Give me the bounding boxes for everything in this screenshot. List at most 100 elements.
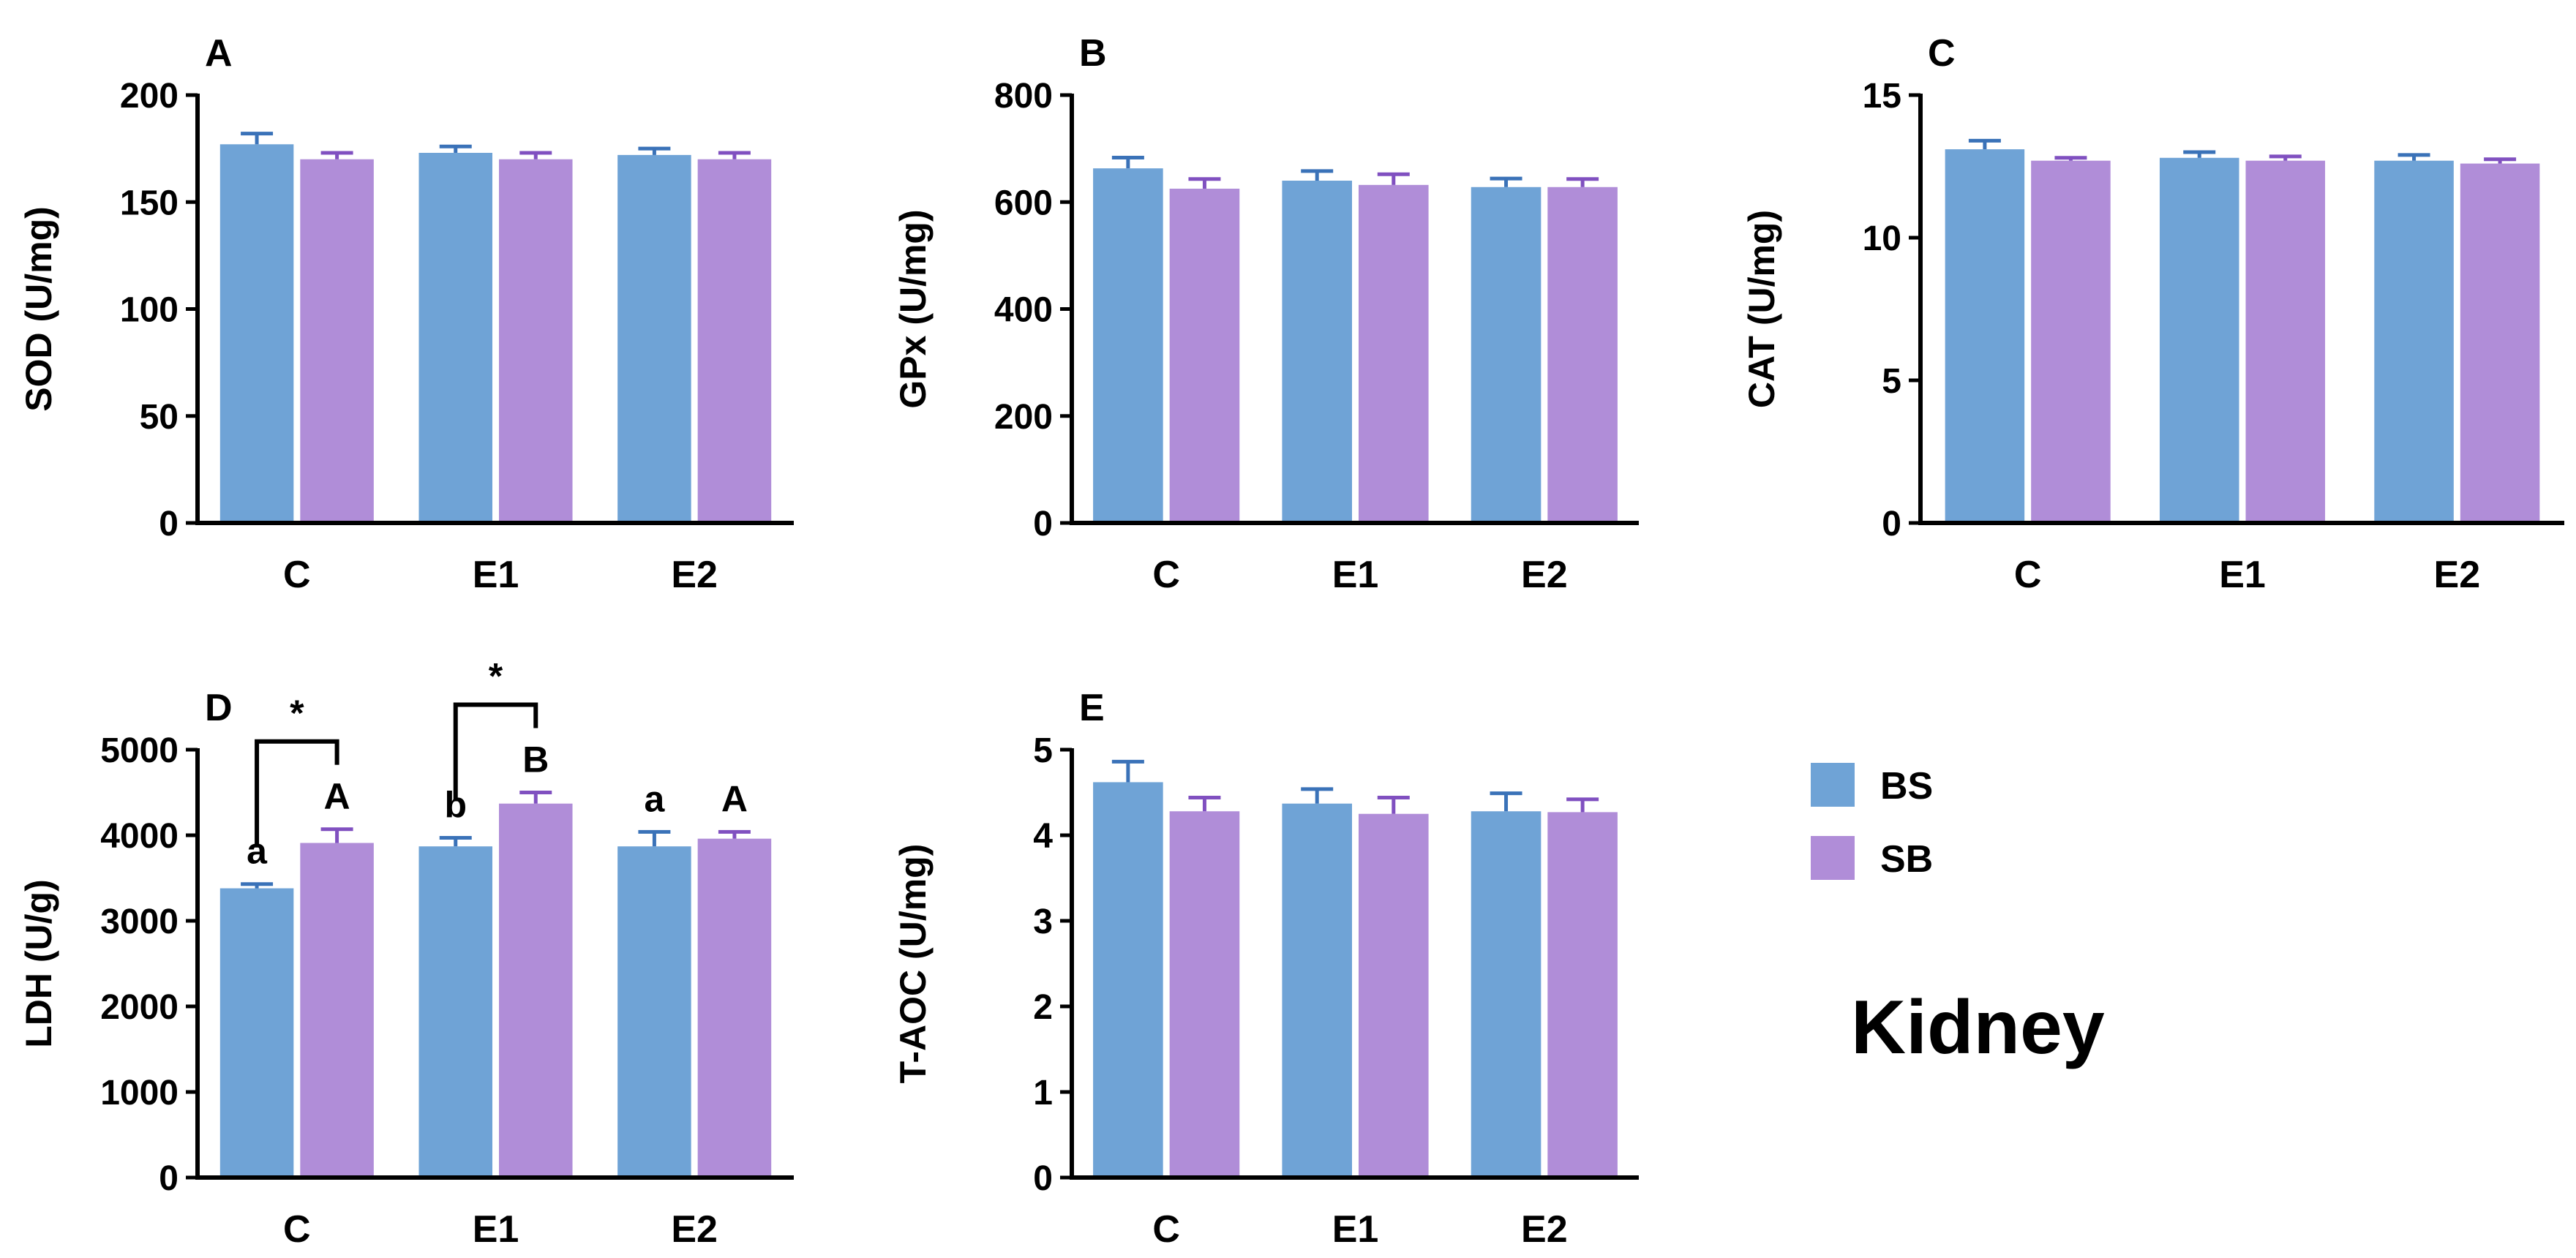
legend-label-sb: SB (1880, 838, 1933, 881)
bar-e-e1-bs (1282, 803, 1352, 1178)
chart-panel-c: C CAT (U/mg) 0 5 10 15 C E1 E2 (1741, 32, 2564, 596)
y-tick-label-b-2: 400 (994, 291, 1053, 330)
bar-b-e2-sb (1547, 187, 1618, 523)
x-tick-label-a-0: C (283, 554, 311, 596)
letter-d-c-sb: A (324, 776, 350, 817)
legend-swatch-bs (1811, 763, 1855, 807)
bar-e-c-bs (1093, 782, 1163, 1178)
bar-e-e2-sb (1547, 812, 1618, 1178)
y-tick-label-c-0: 0 (1882, 505, 1901, 543)
x-tick-label-a-2: E2 (671, 554, 718, 596)
bar-d-c-bs (219, 888, 294, 1178)
y-tick-label-d-1: 1000 (100, 1074, 179, 1112)
x-tick-label-d-2: E2 (671, 1208, 718, 1251)
bar-d-e2-sb (697, 838, 772, 1178)
y-tick-label-c-1: 5 (1882, 362, 1901, 401)
chart-panel-a: A SOD (U/mg) 0 50 100 150 200 C E1 E2 (18, 32, 794, 596)
bar-c-c-bs (1945, 149, 2025, 523)
x-tick-label-b-1: E1 (1332, 554, 1379, 596)
y-tick-label-b-4: 800 (994, 77, 1053, 116)
bar-a-c-bs (219, 144, 294, 523)
bar-b-e1-bs (1282, 181, 1352, 523)
bar-d-e1-bs (418, 846, 492, 1178)
chart-panel-b: B GPx (U/mg) 0 200 400 600 800 C E1 E2 (893, 32, 1639, 596)
y-axis-label-b: GPx (U/mg) (893, 209, 934, 408)
bar-d-e2-bs (617, 846, 691, 1178)
y-tick-label-a-4: 200 (120, 77, 179, 116)
significance-star-d-1: * (489, 656, 503, 697)
bar-e-c-sb (1169, 811, 1240, 1178)
y-tick-label-c-2: 10 (1863, 219, 1901, 258)
bar-c-e1-sb (2245, 160, 2326, 523)
significance-bracket-d-0 (255, 739, 339, 848)
y-tick-label-d-3: 3000 (100, 903, 179, 941)
panel-label-e: E (1079, 687, 1105, 729)
bar-b-c-bs (1093, 168, 1163, 523)
letter-d-e1-sb: B (522, 739, 549, 780)
bar-c-c-sb (2031, 160, 2111, 523)
significance-star-d-0: * (290, 693, 304, 734)
significance-bracket-d-1 (453, 702, 538, 802)
y-axis-label-c: CAT (U/mg) (1741, 210, 1782, 408)
figure-title: Kidney (1851, 985, 2105, 1070)
x-tick-label-c-0: C (2014, 554, 2042, 596)
panel-label-c: C (1928, 32, 1956, 75)
bar-b-e1-sb (1359, 184, 1429, 523)
panel-label-a: A (205, 32, 233, 75)
bar-b-e2-bs (1471, 187, 1542, 523)
y-tick-label-b-3: 600 (994, 184, 1053, 222)
x-tick-label-e-1: E1 (1332, 1208, 1379, 1251)
bar-a-e2-bs (617, 154, 691, 523)
y-tick-label-a-3: 150 (120, 184, 179, 222)
bar-c-e1-bs (2159, 157, 2239, 524)
y-tick-label-e-0: 0 (1033, 1159, 1053, 1198)
bar-d-c-sb (300, 843, 374, 1178)
bar-d-e1-sb (499, 803, 573, 1178)
y-tick-label-e-5: 5 (1033, 731, 1053, 770)
panel-label-b: B (1079, 32, 1107, 75)
bar-a-e1-sb (499, 159, 573, 523)
y-tick-label-e-3: 3 (1033, 903, 1053, 941)
y-tick-label-e-2: 2 (1033, 988, 1053, 1027)
x-tick-label-c-2: E2 (2434, 554, 2481, 596)
x-tick-label-e-2: E2 (1521, 1208, 1568, 1251)
legend: BS SB (1811, 763, 1933, 881)
y-tick-label-b-1: 200 (994, 398, 1053, 437)
bar-e-e1-sb (1359, 813, 1429, 1178)
y-tick-label-a-1: 50 (140, 398, 179, 437)
x-tick-label-e-0: C (1152, 1208, 1180, 1251)
y-tick-label-a-2: 100 (120, 291, 179, 330)
y-tick-label-e-1: 1 (1033, 1074, 1053, 1112)
legend-label-bs: BS (1880, 765, 1933, 807)
y-axis-label-e: T-AOC (U/mg) (893, 844, 934, 1084)
bar-a-e2-sb (697, 159, 772, 523)
y-axis-label-a: SOD (U/mg) (18, 206, 59, 412)
bar-e-e2-bs (1471, 811, 1542, 1178)
y-tick-label-c-3: 15 (1863, 77, 1901, 116)
y-tick-label-a-0: 0 (159, 505, 179, 543)
panel-label-d: D (205, 687, 233, 729)
x-tick-label-d-1: E1 (473, 1208, 519, 1251)
letter-d-e2-bs: a (645, 778, 666, 819)
y-tick-label-d-5: 5000 (100, 731, 179, 770)
y-tick-label-b-0: 0 (1033, 505, 1053, 543)
bar-b-c-sb (1169, 188, 1240, 523)
letter-d-e2-sb: A (721, 778, 748, 819)
bar-a-e1-bs (418, 152, 492, 523)
y-tick-label-d-0: 0 (159, 1159, 179, 1198)
chart-panel-e: E T-AOC (U/mg) 0 1 2 3 4 5 C E1 E2 (893, 687, 1639, 1251)
y-tick-label-d-4: 4000 (100, 817, 179, 856)
x-tick-label-a-1: E1 (473, 554, 519, 596)
y-tick-label-d-2: 2000 (100, 988, 179, 1027)
y-axis-label-d: LDH (U/g) (18, 879, 59, 1048)
bar-c-e2-sb (2460, 163, 2540, 523)
x-tick-label-c-1: E1 (2219, 554, 2266, 596)
y-tick-label-e-4: 4 (1033, 817, 1053, 856)
x-tick-label-b-2: E2 (1521, 554, 1568, 596)
x-tick-label-d-0: C (283, 1208, 311, 1251)
bar-c-e2-bs (2374, 160, 2454, 523)
bar-a-c-sb (300, 159, 374, 523)
